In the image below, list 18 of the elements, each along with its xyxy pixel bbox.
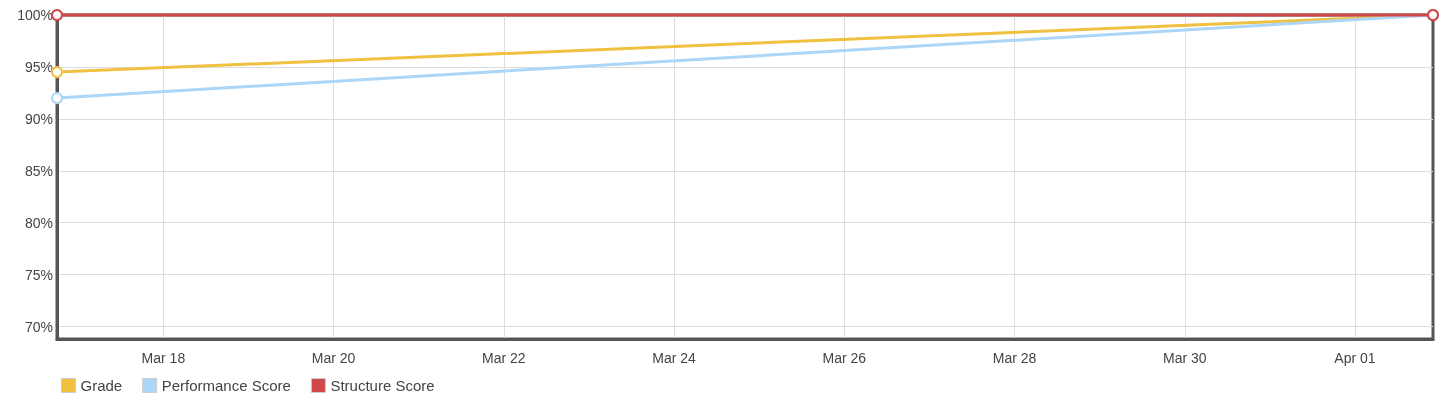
x-tick-label: Apr 01 <box>1334 350 1376 366</box>
y-tick-label: 70% <box>24 318 53 335</box>
y-tick-label: 90% <box>24 110 53 127</box>
x-tick-label: Mar 20 <box>311 350 356 366</box>
y-tick-label: 95% <box>24 58 53 75</box>
x-tick-label: Mar 22 <box>482 350 526 366</box>
legend-label: Performance Score <box>161 377 291 394</box>
x-tick-label: Mar 24 <box>652 350 697 366</box>
x-tick-label: Mar 18 <box>141 350 186 366</box>
y-tick-label: 80% <box>24 214 53 231</box>
x-tick-label: Mar 28 <box>992 350 1037 366</box>
y-tick-label: 100% <box>17 7 53 23</box>
x-tick-label: Mar 26 <box>822 350 867 366</box>
legend-label: Structure Score <box>330 377 435 394</box>
legend-label: Grade <box>80 377 123 394</box>
y-tick-label: 85% <box>24 162 53 179</box>
x-tick-label: Mar 30 <box>1162 350 1207 366</box>
y-tick-label: 75% <box>24 266 53 283</box>
